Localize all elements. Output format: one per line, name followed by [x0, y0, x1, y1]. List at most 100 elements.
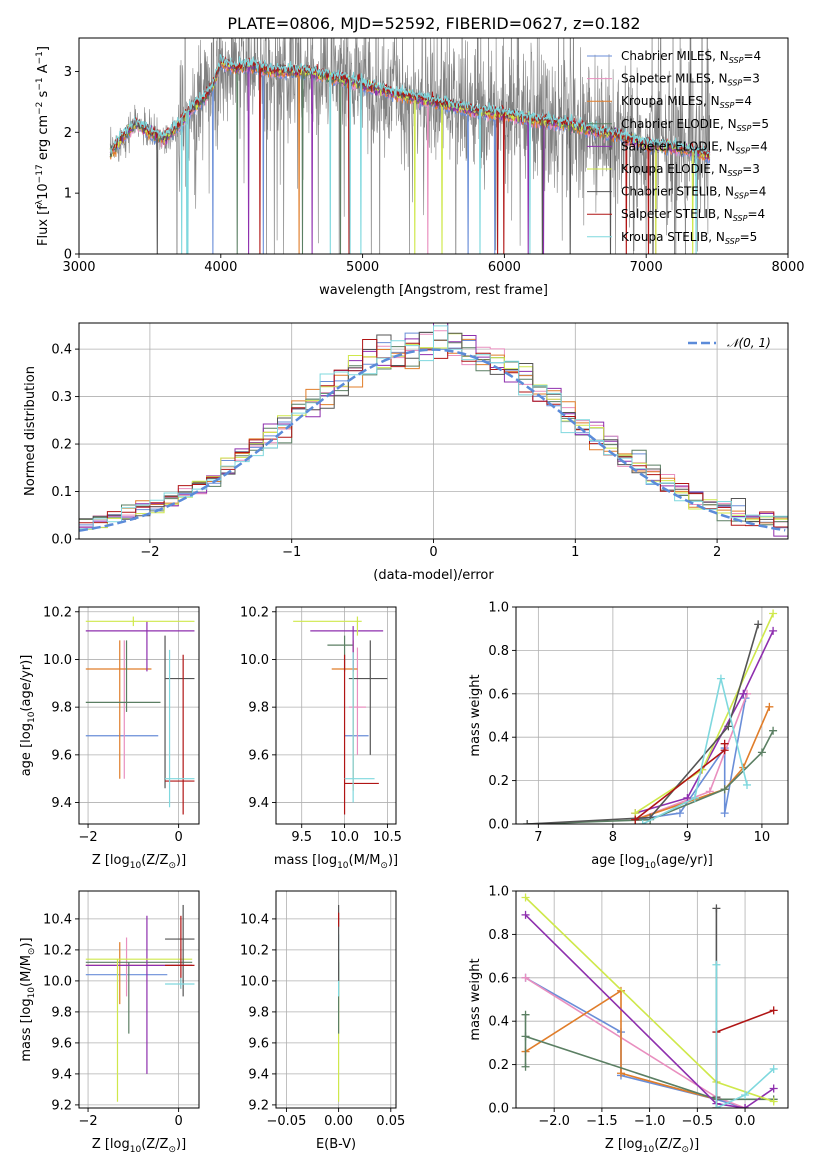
axes-frame [515, 890, 789, 1109]
weight-point-marker [724, 722, 733, 731]
y-tick-label: 9.8 [248, 1005, 269, 1020]
model-spectrum-line [109, 53, 711, 254]
x-tick-label: 0.05 [376, 1114, 405, 1129]
parameter-cross [310, 626, 384, 672]
weight-point-marker [521, 1010, 530, 1019]
x-axis-label: Z [log10(Z/Z⊙)] [92, 1137, 186, 1155]
weight-point-marker [769, 626, 778, 635]
x-tick-label: 0 [429, 545, 437, 560]
y-tick-label: 1.0 [488, 885, 509, 900]
weight-point-marker [769, 1064, 778, 1073]
x-tick-label: −2.0 [538, 1114, 570, 1129]
weight-point-marker [769, 1084, 778, 1093]
weight-point-marker [675, 809, 684, 818]
x-tick-label: 8 [609, 830, 617, 845]
y-tick-label: 10.0 [43, 653, 72, 668]
weight-point-marker [712, 1104, 721, 1108]
age-vs-metallicity-panel: −2 0 9.4 9.6 9.8 10.0 10.2 Z [log10(Z/Z⊙)] age [… [19, 605, 200, 871]
spectrum-panel: 3000 4000 5000 6000 7000 8000 0 1 2 3 wavelength [… [35, 37, 805, 298]
parameter-cross [343, 654, 379, 815]
y-tick-label: 0.3 [51, 390, 72, 405]
plot-area [85, 904, 195, 1102]
axes-frame [78, 890, 200, 1109]
grid [276, 607, 396, 824]
mass-weight-vs-age-panel: 7 8 9 10 0.0 0.2 0.4 0.6 0.8 1.0 age [log10(age/yr… [468, 601, 789, 871]
x-tick-label: 2 [713, 545, 721, 560]
legend-label: Chabrier STELIB, NSSP=4 [621, 185, 766, 201]
x-tick-label: −1 [282, 545, 301, 560]
legend-label: Salpeter MILES, NSSP=3 [621, 72, 760, 88]
grid [516, 606, 788, 825]
x-tick-label: −1.0 [634, 1114, 666, 1129]
y-tick-label: 10.4 [240, 912, 269, 927]
y-tick-label: 3 [64, 65, 72, 80]
y-tick-label: 9.4 [248, 796, 269, 811]
y-tick-label: 0 [64, 248, 72, 263]
y-tick-label: 9.4 [51, 1067, 72, 1082]
y-tick-label: 0.2 [488, 774, 509, 789]
weight-series-line [715, 964, 775, 1108]
weight-point-marker [712, 904, 721, 913]
parameter-cross [165, 977, 195, 989]
weight-point-marker [683, 793, 692, 802]
y-tick-label: 10.2 [240, 943, 269, 958]
weight-series-line [525, 977, 746, 1108]
y-axis-label: Normed distribution [23, 366, 38, 496]
weight-point-marker [769, 726, 778, 735]
y-tick-label: 10.0 [240, 974, 269, 989]
axes-frame [275, 606, 397, 825]
y-tick-label: 0.0 [51, 533, 72, 548]
plot-area [79, 323, 788, 537]
x-tick-label: 7 [534, 830, 542, 845]
parameter-cross [327, 635, 354, 672]
weight-point-marker [720, 809, 729, 818]
y-axis-label: Flux [fλ10−17 erg cm−2 s−1 A−1] [35, 46, 51, 246]
weight-series-line [634, 706, 771, 821]
legend-label: Salpeter STELIB, NSSP=4 [621, 207, 765, 223]
weight-series-line [527, 730, 774, 824]
y-tick-label: 0.6 [488, 971, 509, 986]
parameter-cross [344, 652, 375, 803]
legend-label: Chabrier MILES, NSSP=4 [621, 49, 761, 65]
y-tick-label: 9.6 [248, 748, 269, 763]
x-tick-label: 0.00 [324, 1114, 353, 1129]
y-tick-label: 2 [64, 126, 72, 141]
plot-area [109, 38, 711, 254]
parameter-cross [85, 640, 161, 712]
y-tick-label: 10.0 [43, 974, 72, 989]
x-tick-label: 4000 [204, 260, 237, 275]
x-axis-label: mass [log10(M/M⊙)] [274, 853, 398, 871]
grid [276, 891, 396, 1108]
y-tick-label: 9.2 [51, 1098, 72, 1113]
y-tick-label: 9.8 [51, 1005, 72, 1020]
y-tick-label: 0.4 [51, 343, 72, 358]
y-axis-label: mass [log10(M/M⊙)] [19, 937, 37, 1061]
y-tick-label: 1 [64, 187, 72, 202]
weight-point-marker [638, 820, 647, 824]
y-tick-label: 0.6 [488, 687, 509, 702]
grid [79, 891, 199, 1108]
axes-frame [78, 606, 200, 825]
x-tick-label: 0 [174, 1114, 182, 1129]
legend-label: Salpeter ELODIE, NSSP=4 [621, 139, 768, 155]
plot-area [293, 616, 388, 815]
x-tick-label: −0.5 [682, 1114, 714, 1129]
weight-point-marker [521, 1032, 530, 1041]
weight-point-marker [741, 1090, 750, 1099]
weight-point-marker [521, 910, 530, 919]
x-tick-label: −0.05 [267, 1114, 307, 1129]
y-tick-label: 0.2 [51, 438, 72, 453]
grid [516, 890, 788, 1109]
weight-point-marker [690, 793, 699, 802]
y-tick-label: 9.8 [248, 701, 269, 716]
parameter-cross [165, 904, 195, 997]
plot-area [85, 616, 195, 815]
x-tick-label: 9.5 [291, 830, 312, 845]
y-tick-label: 0.8 [488, 928, 509, 943]
x-tick-label: −1.5 [586, 1114, 618, 1129]
x-tick-label: 9 [683, 830, 691, 845]
observed-spectrum-line [109, 38, 711, 254]
y-axis-label: mass weight [468, 958, 483, 1040]
weight-series-line [524, 914, 775, 1108]
y-tick-label: 9.8 [51, 701, 72, 716]
